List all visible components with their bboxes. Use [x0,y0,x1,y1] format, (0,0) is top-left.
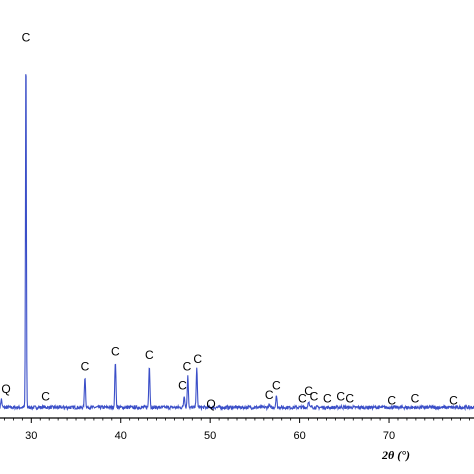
x-tick-label: 70 [383,430,395,442]
peak-label: C [298,392,307,406]
x-tick-label: 40 [115,430,127,442]
peak-label: C [304,384,313,398]
peak-label: C [323,392,332,406]
peak-label: C [336,390,345,404]
peak-label: Q [1,382,10,396]
peak-label: C [310,390,319,404]
peak-label: C [81,359,90,373]
xrd-pattern-line [0,74,474,412]
peak-label: C [178,378,187,392]
peak-label: C [345,392,354,406]
peak-label: C [272,378,281,392]
peak-label: Q [206,397,215,411]
x-tick-label: 60 [293,430,305,442]
peak-label: C [449,393,458,407]
peak-label: C [22,31,31,45]
peak-label: C [387,393,396,407]
peak-label: C [193,352,202,366]
peak-label: C [183,359,192,373]
x-tick-label: 30 [25,430,37,442]
peak-label: C [111,344,120,358]
peak-label: C [145,348,154,362]
peak-label: C [41,390,50,404]
peak-label: C [411,392,420,406]
peak-label: C [265,388,274,402]
x-axis-title: 2θ (°) [381,448,410,462]
x-tick-label: 50 [204,430,216,442]
x-axis: 30 40 50 60 70 [0,417,474,442]
plot-area [0,74,474,412]
